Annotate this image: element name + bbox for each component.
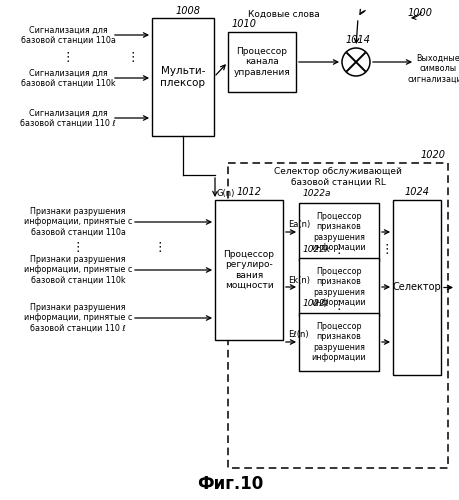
Text: Процессор
признаков
разрушения
информации: Процессор признаков разрушения информаци… [311,267,365,307]
Text: Фиг.10: Фиг.10 [196,475,263,493]
Bar [151,18,213,136]
Text: ⋮: ⋮ [72,242,84,254]
Bar [214,200,282,340]
Bar [228,163,447,468]
Text: 1022а: 1022а [302,190,331,198]
Text: ⋮: ⋮ [332,298,345,312]
Text: Признаки разрушения
информации, принятые с
базовой станции 110k: Признаки разрушения информации, принятые… [24,255,132,285]
Text: Признаки разрушения
информации, принятые с
базовой станции 110 ℓ: Признаки разрушения информации, принятые… [24,303,132,333]
Bar [298,258,378,316]
Text: Селектор обслуживающей
базовой станции RL: Селектор обслуживающей базовой станции R… [274,168,401,186]
Text: Процессор
признаков
разрушения
информации: Процессор признаков разрушения информаци… [311,212,365,252]
Text: 1024: 1024 [403,187,429,197]
Text: Сигнализация для
базовой станции 110 ℓ: Сигнализация для базовой станции 110 ℓ [20,108,116,128]
Bar [298,203,378,261]
Text: 1012: 1012 [236,187,261,197]
Text: 1020: 1020 [420,150,445,160]
Text: 1022ℓ: 1022ℓ [302,300,329,308]
Text: ⋮: ⋮ [127,50,139,64]
Text: ⋮: ⋮ [380,244,392,256]
Text: Сигнализация для
базовой станции 110k: Сигнализация для базовой станции 110k [21,68,115,87]
Text: Сигнализация для
базовой станции 110а: Сигнализация для базовой станции 110а [21,26,115,44]
Text: Кодовые слова: Кодовые слова [247,10,319,18]
Text: Процессор
регулиро-
вания
мощности: Процессор регулиро- вания мощности [223,250,274,290]
Text: Процессор
канала
управления: Процессор канала управления [233,47,290,77]
Text: ⋮: ⋮ [153,242,166,254]
Text: Ek(n): Ek(n) [287,276,309,284]
Text: ⋮: ⋮ [62,50,74,64]
Text: Выходные
символы
сигнализации: Выходные символы сигнализации [407,54,459,84]
Text: 1014: 1014 [345,35,369,45]
Text: Мульти-
плексор: Мульти- плексор [160,66,205,88]
Text: Eℓ(n): Eℓ(n) [287,330,308,340]
Bar [392,200,440,375]
Text: 1008: 1008 [175,6,200,16]
Text: ⋮: ⋮ [332,244,345,256]
Text: Селектор: Селектор [392,282,441,292]
Text: G(n): G(n) [217,189,235,198]
Text: Eа(n): Eа(n) [287,220,309,230]
Bar [298,313,378,371]
Text: 1000: 1000 [407,8,431,18]
Text: Процессор
признаков
разрушения
информации: Процессор признаков разрушения информаци… [311,322,365,362]
Bar [228,32,295,92]
Text: 1022k: 1022k [302,244,330,254]
Text: 1010: 1010 [231,19,257,29]
Text: Признаки разрушения
информации, принятые с
базовой станции 110а: Признаки разрушения информации, принятые… [24,207,132,237]
